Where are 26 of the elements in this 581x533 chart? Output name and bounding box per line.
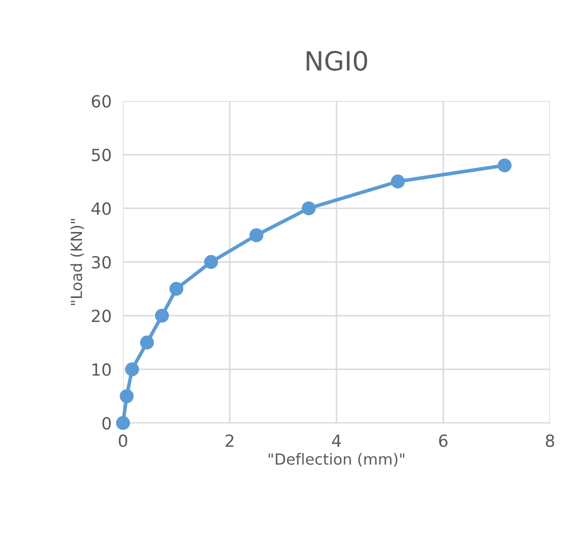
x-tick-label: 6 bbox=[439, 434, 448, 448]
x-axis-title: "Deflection (mm)" bbox=[268, 453, 404, 467]
point bbox=[120, 389, 134, 404]
y-axis-title: "Load (KN)" bbox=[70, 219, 84, 305]
x-tick-label: 4 bbox=[332, 434, 341, 447]
point bbox=[140, 336, 154, 350]
point bbox=[498, 158, 512, 172]
y-tick-label: 40 bbox=[91, 202, 111, 215]
x-tick-label: 8 bbox=[546, 434, 554, 448]
chart-title: NGI0 bbox=[306, 50, 368, 71]
point bbox=[169, 282, 184, 296]
y-tick-label: 60 bbox=[92, 94, 111, 108]
y-tick-label: 20 bbox=[92, 310, 111, 322]
point bbox=[302, 201, 316, 216]
y-tick-label: 50 bbox=[92, 148, 111, 162]
point bbox=[125, 362, 140, 376]
point bbox=[155, 308, 169, 323]
x-tick-label: 0 bbox=[118, 434, 128, 448]
point bbox=[249, 228, 264, 242]
y-tick-label: 30 bbox=[92, 256, 111, 269]
y-tick-label: 0 bbox=[102, 416, 111, 430]
x-tick-label: 2 bbox=[226, 434, 234, 447]
point bbox=[390, 174, 405, 188]
point bbox=[116, 416, 130, 430]
y-tick-label: 10 bbox=[92, 363, 111, 376]
point bbox=[204, 255, 218, 269]
